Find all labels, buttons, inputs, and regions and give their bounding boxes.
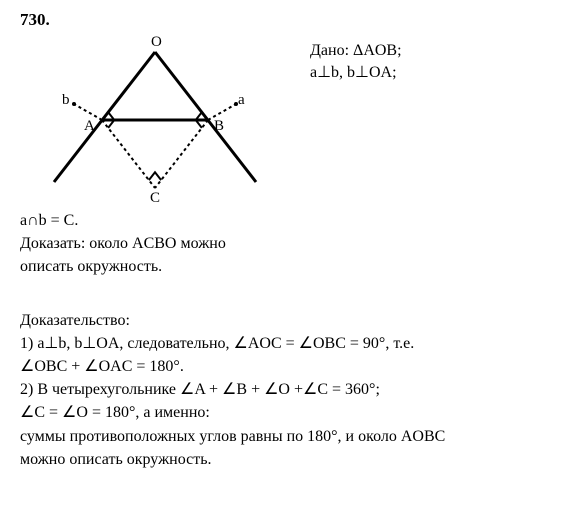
proof-line-3: 2) В четырехугольнике ∠A + ∠B + ∠O +∠C =…	[20, 378, 555, 401]
geometry-figure: O A B C a b	[20, 40, 280, 205]
top-row: O A B C a b Дано: ΔAOB; a⊥b, b⊥OA;	[20, 40, 555, 205]
proof-line-1: 1) a⊥b, b⊥OA, следовательно, ∠AOC = ∠OBC…	[20, 332, 555, 355]
given-line-2: a⊥b, b⊥OA;	[310, 62, 402, 84]
given-block: Дано: ΔAOB; a⊥b, b⊥OA;	[310, 40, 402, 83]
problem-number: 730.	[20, 10, 555, 30]
label-C: C	[150, 190, 160, 207]
label-b: b	[62, 92, 70, 109]
label-B: B	[214, 118, 224, 135]
below-line-2: Доказать: около ACBO можно	[20, 232, 555, 255]
proof-heading: Доказательство:	[20, 309, 555, 332]
label-O: O	[151, 34, 162, 51]
proof-line-6: можно описать окружность.	[20, 448, 555, 471]
below-line-3: описать окружность.	[20, 255, 555, 278]
given-line-1: Дано: ΔAOB;	[310, 40, 402, 62]
below-line-1: a∩b = C.	[20, 209, 555, 232]
page: 730. O A B C a b Дано: ΔAOB; a⊥b, b⊥OA; …	[0, 0, 575, 508]
proof-line-5: суммы противоположных углов равны по 180…	[20, 425, 555, 448]
proof-block: Доказательство: 1) a⊥b, b⊥OA, следовател…	[20, 309, 555, 471]
proof-line-2: ∠OBC + ∠OAC = 180°.	[20, 355, 555, 378]
proof-line-4: ∠C = ∠O = 180°, а именно:	[20, 401, 555, 424]
below-figure-text: a∩b = C. Доказать: около ACBO можно опис…	[20, 209, 555, 279]
label-A: A	[84, 118, 95, 135]
label-a: a	[238, 92, 245, 109]
